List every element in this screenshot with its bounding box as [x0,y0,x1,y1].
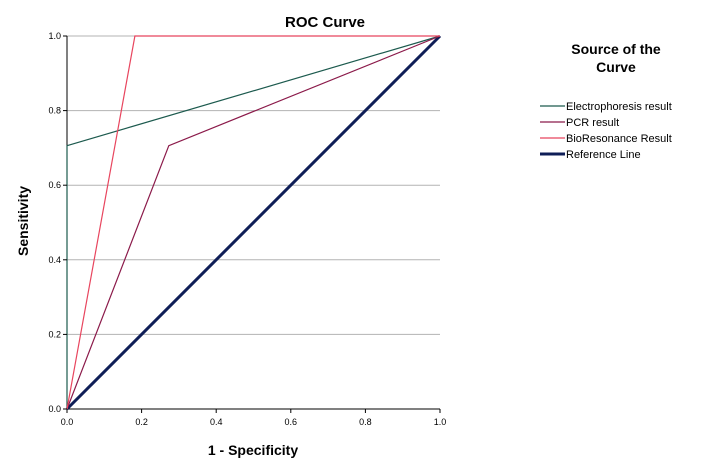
x-tick-label: 0.2 [135,417,148,427]
series-layer [65,34,442,411]
chart-title: ROC Curve [285,14,365,31]
x-tick-label: 0.4 [210,417,223,427]
legend-label: PCR result [566,117,619,129]
legend-label: BioResonance Result [566,133,672,145]
x-tick-label: 0.0 [61,417,74,427]
legend-title-line2: Curve [596,59,636,75]
legend-title-line1: Source of the [571,41,661,57]
tick-layer: 0.0 0.2 0.4 0.6 0.8 1.0 0.0 0.2 0.4 0.6 0.8 1.0 [48,31,446,427]
y-tick-label: 0.6 [48,180,61,190]
legend-label: Electrophoresis result [566,101,672,113]
y-tick-label: 0.2 [48,329,61,339]
x-tick-label: 1.0 [434,417,447,427]
x-tick-label: 0.6 [285,417,298,427]
y-axis-title: Sensitivity [15,186,31,256]
y-tick-label: 0.8 [48,106,61,116]
y-tick-label: 0.4 [48,255,61,265]
legend-label: Reference Line [566,149,641,161]
series-line-pcr-result [66,35,441,410]
legend: Electrophoresis result PCR result BioReson… [540,101,672,161]
series-line-electrophoresis-result [66,35,441,409]
series-line-bioresonance-result [66,35,440,410]
series-line-reference-line [65,34,442,411]
x-axis-title: 1 - Specificity [208,442,298,458]
y-tick-label: 1.0 [48,31,61,41]
x-tick-label: 0.8 [359,417,372,427]
y-tick-label: 0.0 [48,404,61,414]
grid-layer [67,35,440,335]
